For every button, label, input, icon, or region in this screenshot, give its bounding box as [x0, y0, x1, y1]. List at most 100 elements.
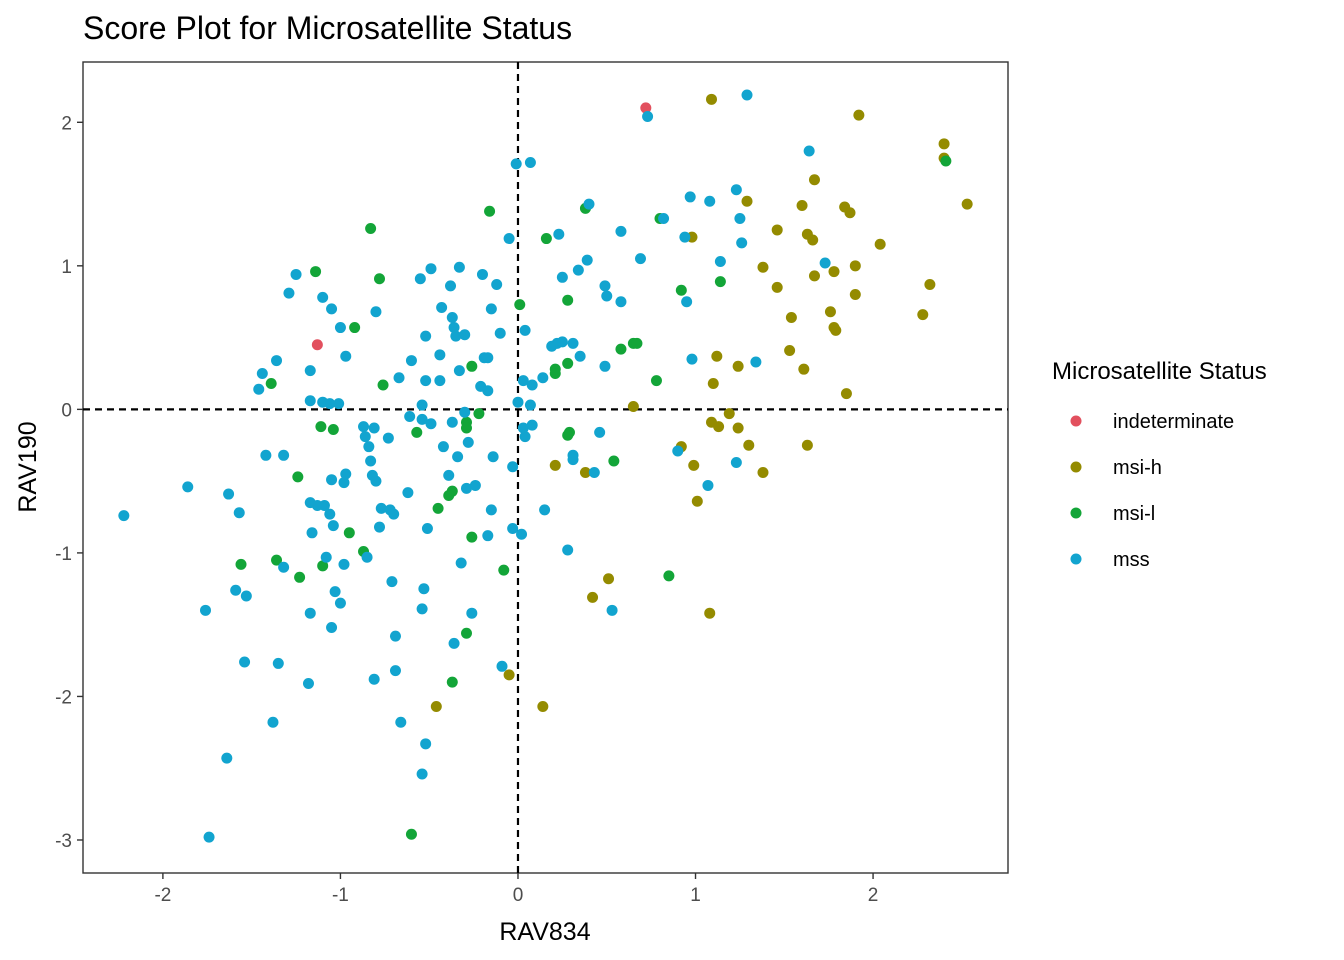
point-msi-h	[603, 573, 615, 585]
point-mss	[233, 507, 245, 519]
point-mss	[581, 254, 593, 266]
point-mss	[487, 451, 499, 463]
point-mss	[517, 375, 529, 387]
point-msi-h	[824, 306, 836, 318]
y-tick-label: -2	[55, 687, 72, 708]
legend-key-msi-h	[1070, 461, 1082, 473]
point-msi-h	[924, 278, 936, 290]
point-mss	[482, 352, 494, 364]
point-msi-h	[828, 266, 840, 278]
point-msi-l	[343, 527, 355, 539]
point-msi-h	[771, 281, 783, 293]
point-msi-l	[317, 560, 329, 572]
point-mss	[588, 467, 600, 479]
point-mss	[459, 329, 471, 341]
point-mss	[466, 607, 478, 619]
point-mss	[393, 372, 405, 384]
point-mss	[414, 273, 426, 285]
point-msi-h	[743, 439, 755, 451]
point-mss	[223, 488, 235, 500]
point-mss	[182, 481, 194, 493]
point-mss	[553, 228, 565, 240]
y-tick-label: -1	[55, 544, 72, 565]
point-mss	[594, 426, 606, 438]
point-mss	[512, 396, 524, 408]
point-msi-h	[741, 195, 753, 207]
point-msi-l	[498, 564, 510, 576]
point-mss	[373, 521, 385, 533]
point-mss	[679, 231, 691, 243]
point-mss	[634, 253, 646, 265]
point-msi-l	[562, 429, 574, 441]
point-msi-l	[327, 423, 339, 435]
point-msi-l	[562, 294, 574, 306]
point-msi-l	[315, 421, 327, 433]
point-mss	[469, 479, 481, 491]
y-axis-title: RAV190	[14, 421, 42, 512]
point-mss	[526, 419, 538, 431]
point-mss	[460, 482, 472, 494]
point-mss	[524, 399, 536, 411]
point-mss	[562, 544, 574, 556]
point-mss	[485, 303, 497, 315]
point-mss	[334, 597, 346, 609]
point-msi-h	[785, 312, 797, 324]
point-mss	[567, 454, 579, 466]
point-mss	[389, 630, 401, 642]
x-axis: -2 -1 0 1 2	[154, 873, 878, 906]
legend: Microsatellite Status indeterminate msi-h…	[1052, 358, 1267, 571]
point-mss	[304, 607, 316, 619]
point-msi-h	[807, 234, 819, 246]
point-indeterminate	[640, 102, 652, 114]
point-mss	[507, 523, 519, 535]
point-msi-h	[713, 421, 725, 433]
point-msi-l	[405, 828, 417, 840]
point-mss	[368, 422, 380, 434]
point-mss	[239, 656, 251, 668]
point-msi-h	[691, 495, 703, 507]
x-tick-label: -2	[154, 885, 171, 906]
point-msi-h	[961, 198, 973, 210]
point-msi-l	[484, 205, 496, 217]
point-msi-l	[466, 360, 478, 372]
legend-label-msi-l: msi-l	[1113, 503, 1155, 525]
point-mss	[448, 637, 460, 649]
point-msi-h	[704, 607, 716, 619]
point-mss	[260, 449, 272, 461]
point-msi-l	[540, 233, 552, 245]
point-mss	[450, 330, 462, 342]
point-mss	[452, 451, 464, 463]
point-mss	[395, 716, 407, 728]
point-mss	[420, 375, 432, 387]
point-mss	[443, 469, 455, 481]
point-msi-l	[235, 558, 247, 570]
legend-key-msi-l	[1070, 507, 1082, 519]
point-msi-h	[707, 378, 719, 390]
legend-title: Microsatellite Status	[1052, 358, 1267, 385]
point-mss	[370, 306, 382, 318]
point-msi-l	[675, 284, 687, 296]
point-msi-h	[917, 309, 929, 321]
point-mss	[361, 551, 373, 563]
point-mss	[416, 413, 428, 425]
point-msi-l	[473, 408, 485, 420]
point-mss	[615, 225, 627, 237]
point-msi-l	[432, 502, 444, 514]
legend-label-msi-h: msi-h	[1113, 457, 1162, 479]
data-points	[118, 89, 973, 843]
point-mss	[642, 111, 654, 123]
point-mss	[388, 508, 400, 520]
point-mss	[340, 468, 352, 480]
reference-lines	[83, 62, 1008, 873]
point-mss	[338, 558, 350, 570]
point-mss	[736, 237, 748, 249]
point-mss	[434, 375, 446, 387]
point-msi-h	[808, 270, 820, 282]
point-mss	[599, 360, 611, 372]
point-mss	[333, 398, 345, 410]
point-msi-h	[732, 422, 744, 434]
point-mss	[496, 660, 508, 672]
point-msi-h	[849, 260, 861, 272]
point-mss	[684, 191, 696, 203]
